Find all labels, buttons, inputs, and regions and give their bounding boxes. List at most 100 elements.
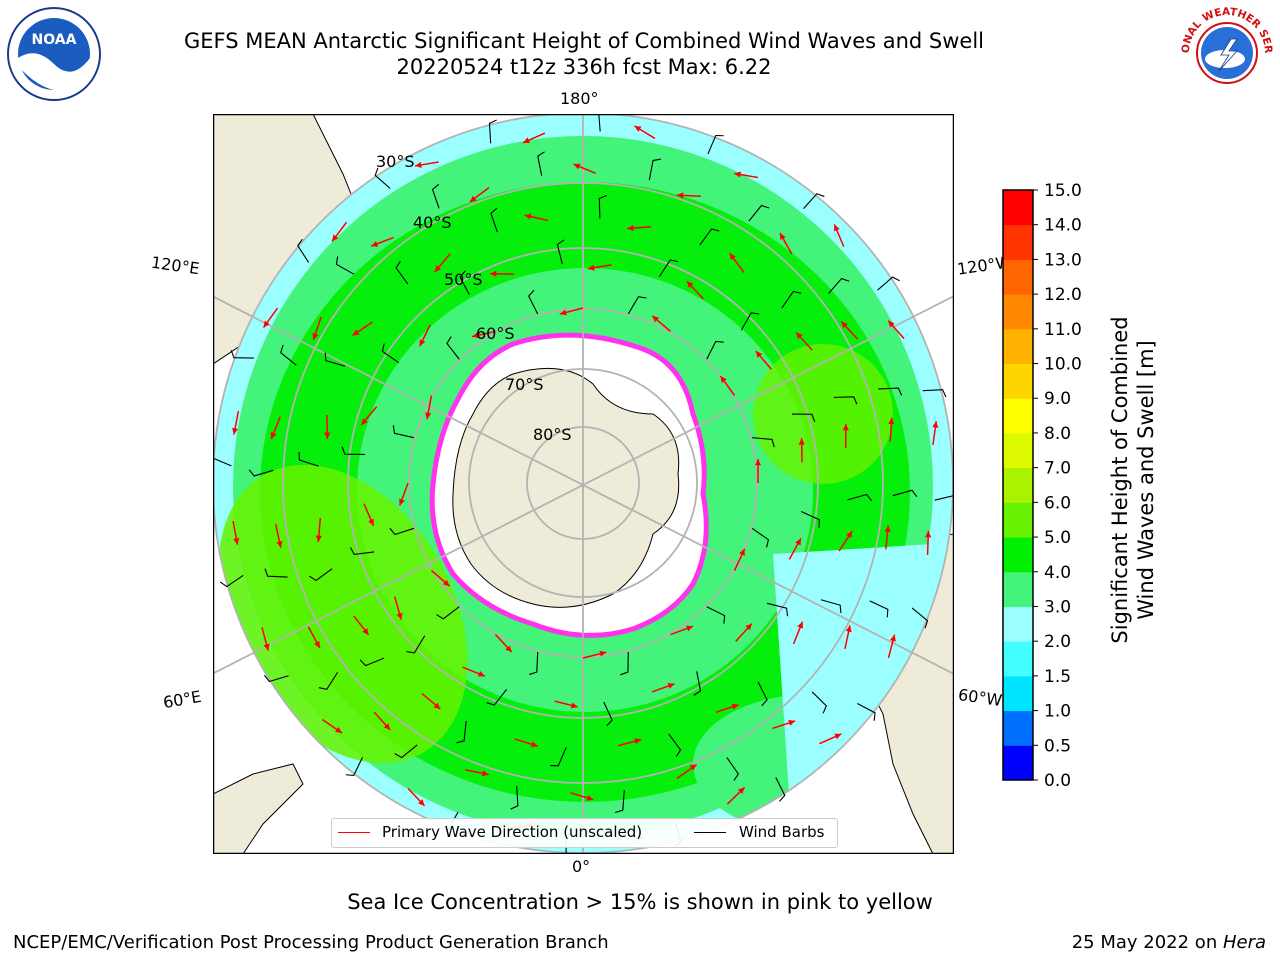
antarctica-land — [452, 367, 680, 608]
lat-label-30s: 30°S — [376, 152, 415, 171]
colorbar-segment — [1003, 190, 1033, 226]
wave-arrow-head — [720, 376, 727, 383]
wind-barb — [230, 349, 254, 359]
colorbar-segment — [1003, 363, 1033, 399]
wind-barb — [828, 277, 850, 294]
wind-barb — [556, 239, 565, 265]
wave-arrow-head — [889, 634, 896, 642]
wind-barb — [341, 446, 365, 456]
wind-barb — [598, 114, 601, 132]
wave-arrow-head — [232, 427, 239, 435]
wave-arrow-head — [469, 195, 477, 202]
wind-barb — [699, 228, 720, 246]
wave-arrow-head — [332, 234, 339, 242]
wave-arrow-head — [599, 650, 607, 657]
wind-barb — [803, 193, 825, 210]
footer-date-text: 25 May 2022 on — [1071, 932, 1223, 953]
map-legend: Primary Wave Direction (unscaled) Wind B… — [331, 818, 838, 848]
wave-arrow-head — [884, 525, 891, 532]
wind-barb — [833, 396, 858, 405]
wind-barb — [603, 701, 613, 727]
colorbar-title: Significant Height of Combined Wind Wave… — [1108, 316, 1158, 643]
wave-arrow-head — [481, 770, 489, 777]
colorbar-segment — [1003, 675, 1033, 712]
wave-arrow-head — [888, 320, 895, 328]
footer-branch: NCEP/EMC/Verification Post Processing Pr… — [13, 932, 609, 953]
wind-barb — [537, 151, 545, 176]
wind-barb — [335, 256, 355, 275]
wind-barb — [627, 296, 647, 315]
wind-barb — [707, 134, 724, 155]
wind-barb — [751, 527, 770, 548]
wind-barb — [349, 547, 375, 556]
wind-barb — [811, 691, 827, 714]
wind-barb — [598, 194, 607, 219]
colorbar-tick-label: 9.0 — [1044, 389, 1071, 409]
wind-barb — [219, 574, 244, 588]
colorbar-segment — [1003, 294, 1033, 330]
wave-direction-swatch — [338, 832, 370, 833]
wind-barb — [857, 703, 876, 721]
lat-label-60s: 60°S — [476, 324, 515, 343]
colorbar-tick-label: 0.0 — [1044, 771, 1071, 790]
wind-barb — [550, 747, 567, 767]
wave-arrow-head — [263, 643, 270, 651]
wind-barb — [381, 343, 400, 364]
wind-barb — [510, 785, 519, 810]
wind-barb — [878, 387, 903, 396]
footer-date: 25 May 2022 on Hera — [1072, 932, 1266, 953]
wind-barb — [374, 167, 391, 189]
wind-barb — [456, 720, 467, 744]
sea-ice-note: Sea Ice Concentration > 15% is shown in … — [347, 890, 933, 914]
wind-barb — [359, 657, 385, 667]
colorbar-segment — [1003, 467, 1033, 503]
wind-barb — [706, 340, 724, 360]
wave-arrow-head — [314, 641, 320, 649]
wave-arrow-head — [233, 537, 240, 545]
wind-barbs — [213, 114, 954, 854]
wind-barb — [392, 425, 415, 439]
wind-barb-swatch — [694, 832, 726, 833]
wave-arrow-head — [315, 535, 322, 542]
wind-barb — [767, 602, 789, 617]
wind-barb — [394, 744, 418, 759]
wave-arrow-head — [477, 670, 485, 677]
wave-arrow-head — [845, 625, 852, 633]
wave-arrow-head — [312, 332, 319, 340]
wind-barb — [791, 413, 816, 422]
wind-barb — [488, 119, 497, 144]
wind-barb — [658, 259, 679, 277]
chart-title: GEFS MEAN Antarctic Significant Height o… — [183, 29, 985, 53]
wave-arrow-head — [371, 240, 379, 247]
wave-arrow-head — [442, 579, 450, 587]
wind-barb — [775, 777, 786, 802]
wind-barb — [297, 238, 310, 263]
wind-barb — [395, 260, 409, 285]
wave-arrow-head — [734, 171, 741, 178]
wind-barb — [446, 336, 460, 360]
wave-arrow-head — [755, 351, 763, 358]
colorbar-segment — [1003, 606, 1033, 642]
wind-barb — [892, 489, 918, 498]
wave-arrow-head — [842, 423, 849, 431]
wave-arrow-head — [570, 702, 578, 709]
wind-barb — [800, 511, 820, 528]
chart-subtitle-run: 20220524 t12z 336h fcst Max: 6.22 — [396, 55, 772, 79]
colorbar-tick-label: 6.0 — [1044, 493, 1071, 513]
colorbar-tick-label: 4.0 — [1044, 563, 1071, 583]
wave-arrow-head — [634, 125, 642, 132]
colorbar-segment — [1003, 641, 1033, 677]
wave-arrow-head — [779, 233, 786, 241]
wave-arrow-head — [797, 621, 803, 629]
wind-barb — [436, 606, 460, 620]
wind-barb — [748, 204, 770, 222]
wave-arrow-head — [689, 764, 697, 771]
map-border — [213, 114, 954, 854]
wave-arrow-head — [667, 683, 675, 689]
wave-arrow-head — [652, 315, 660, 323]
wind-barb — [620, 652, 629, 676]
polar-map — [213, 114, 954, 854]
wave-arrow-head — [798, 438, 805, 445]
lon-label-60e: 60°E — [161, 686, 203, 713]
colorbar-tick-label: 8.0 — [1044, 424, 1071, 444]
